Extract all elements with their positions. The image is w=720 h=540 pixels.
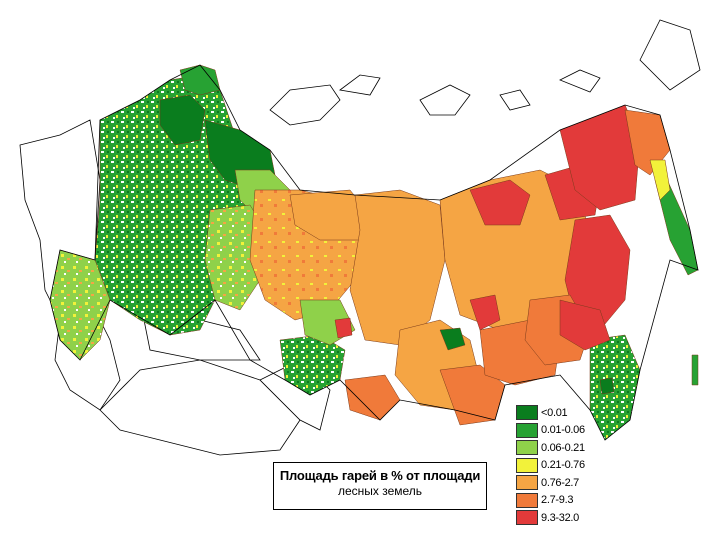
region-karelia — [159, 94, 206, 146]
russia-outline — [49, 64, 699, 441]
region-kola — [179, 64, 221, 96]
legend-swatch — [516, 492, 538, 508]
region-tuva — [344, 374, 401, 421]
legend: <0.01 0.01-0.06 0.06-0.21 0.21-0.76 0.76… — [516, 404, 585, 527]
region-kuriles — [691, 354, 699, 386]
legend-swatch — [516, 405, 538, 421]
legend-item: 0.21-0.76 — [516, 457, 585, 475]
region-kamchatka — [649, 159, 671, 201]
legend-swatch — [516, 440, 538, 456]
region-green-patch-2 — [599, 377, 615, 395]
legend-label: 0.01-0.06 — [541, 424, 585, 437]
map-title: Площадь гарей в % от площади — [279, 468, 481, 483]
legend-label: 0.76-2.7 — [541, 476, 579, 489]
legend-label: 9.3-32.0 — [541, 511, 579, 524]
region-red-patch-2 — [559, 299, 611, 351]
legend-label: 2.7-9.3 — [541, 494, 574, 507]
legend-swatch — [516, 510, 538, 526]
legend-item: 9.3-32.0 — [516, 509, 584, 527]
region-yakutia-north — [469, 179, 531, 226]
region-ural — [204, 204, 266, 311]
legend-label: <0.01 — [541, 406, 568, 419]
region-krasnoyarsk — [349, 189, 446, 346]
arctic-islands — [269, 19, 701, 126]
region-khabarovsk — [564, 214, 631, 331]
legend-item: 0.76-2.7 — [516, 474, 584, 492]
map-title-box: Площадь гарей в % от площади лесных земе… — [273, 462, 487, 510]
legend-swatch — [516, 422, 538, 438]
legend-label: 0.21-0.76 — [541, 459, 585, 472]
region-red-patch-3 — [334, 317, 353, 339]
legend-item: 2.7-9.3 — [516, 492, 584, 510]
region-green-patch-1 — [439, 327, 466, 351]
region-red-patch-1 — [469, 294, 501, 331]
legend-swatch — [516, 457, 538, 473]
legend-item: 0.06-0.21 — [516, 439, 585, 457]
legend-swatch — [516, 475, 538, 491]
map-subtitle: лесных земель — [337, 484, 423, 498]
legend-item: <0.01 — [516, 404, 584, 422]
russia-regions — [49, 64, 699, 441]
legend-label: 0.06-0.21 — [541, 441, 585, 454]
legend-item: 0.01-0.06 — [516, 422, 585, 440]
